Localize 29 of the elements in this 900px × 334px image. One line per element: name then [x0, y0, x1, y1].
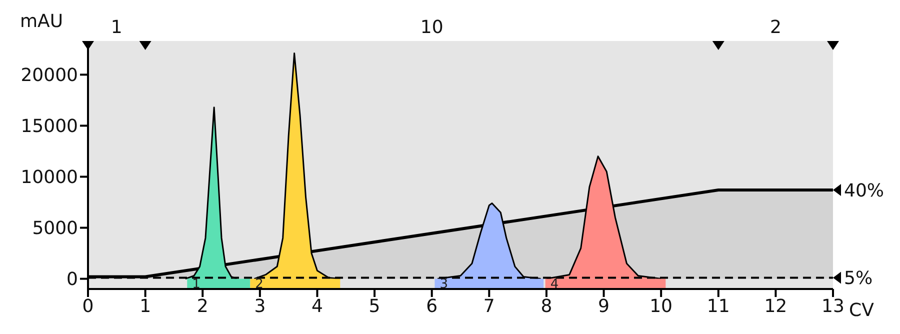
x-tick-label: 10 [650, 296, 673, 317]
x-tick-label: 5 [368, 296, 380, 317]
y-tick-label: 20000 [20, 65, 78, 86]
x-tick-label: 1 [140, 296, 152, 317]
text: 1 [110, 17, 122, 38]
x-tick-label: 12 [764, 296, 788, 317]
band-label: 2 [255, 277, 264, 292]
x-tick-label: 0 [82, 296, 94, 317]
annotation: 40% [844, 180, 884, 202]
y-tick-label: 15000 [20, 116, 78, 138]
y-axis-title: mAU [20, 11, 64, 32]
x-tick-label: 7 [483, 296, 495, 317]
x-axis-title: CV [849, 300, 874, 321]
annotation: 5% [844, 268, 873, 290]
x-tick-label: 2 [196, 296, 208, 317]
x-tick-label: 3 [254, 296, 266, 317]
text: 10 [420, 17, 444, 38]
x-tick-label: 4 [312, 296, 323, 317]
band-label: 4 [550, 277, 559, 292]
x-tick-label: 6 [426, 296, 438, 317]
x-tick-label: 9 [598, 296, 610, 317]
y-tick-label: 5000 [32, 218, 78, 240]
x-tick-label: 11 [706, 296, 730, 317]
band-label: 1 [192, 277, 200, 292]
text: 2 [770, 17, 782, 38]
y-tick-label: 0 [66, 269, 78, 290]
x-tick-label: 13 [822, 296, 844, 317]
y-tick-label: 10000 [20, 167, 78, 188]
x-tick-label: 8 [540, 296, 552, 317]
